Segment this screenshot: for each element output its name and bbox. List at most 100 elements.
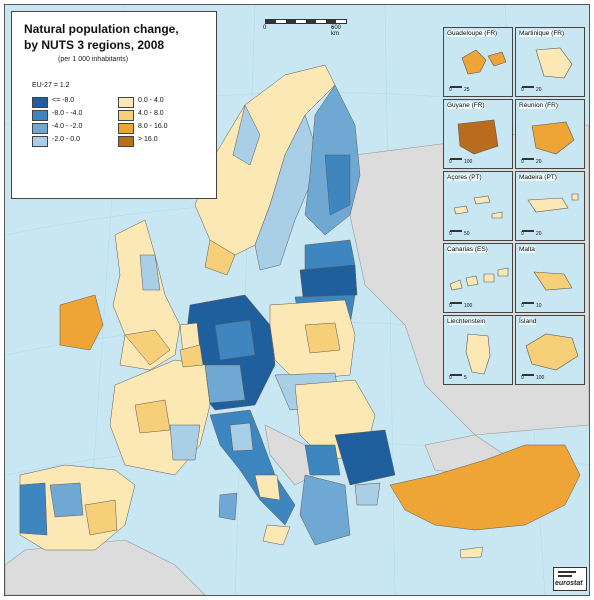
map-title-line1: Natural population change,: [24, 22, 179, 36]
inset-box: Guadeloupe (FR) 0 25: [443, 27, 513, 97]
inset-label: Réunion (FR): [519, 102, 559, 109]
legend-item: <= -8.0: [32, 96, 122, 108]
eurostat-logo-text: eurostat: [555, 580, 583, 587]
legend-item: > 16.0: [118, 135, 208, 147]
legend-label: 0.0 - 4.0: [138, 97, 164, 104]
region-southeast: [294, 379, 396, 546]
legend-item: -4.0 - -2.0: [32, 122, 122, 134]
inset-label: Açores (PT): [447, 174, 482, 181]
inset-scale-zero: 0: [521, 87, 524, 93]
inset-scale-bar: [522, 86, 534, 88]
inset-label: Liechtenstein: [447, 318, 486, 325]
map-title-line2: by NUTS 3 regions, 2008: [24, 38, 165, 52]
inset-label: Martinique (FR): [519, 30, 565, 37]
legend-swatch: [118, 136, 134, 147]
region-italy: [209, 409, 296, 546]
inset-scale-bar: [450, 86, 462, 88]
inset-map: [444, 28, 512, 96]
inset-scale-zero: 0: [521, 375, 524, 381]
region-iberia: [19, 464, 136, 551]
legend-label: 4.0 - 8.0: [138, 110, 164, 117]
inset-land: [531, 121, 575, 155]
legend-reference: EU-27 = 1.2: [32, 82, 70, 89]
inset-scale-zero: 0: [521, 303, 524, 309]
inset-map: [516, 172, 584, 240]
legend-swatch: [32, 136, 48, 147]
inset-scale-zero: 0: [449, 159, 452, 165]
inset-label: Guadeloupe (FR): [447, 30, 498, 37]
inset-scale-bar: [450, 230, 462, 232]
legend-item: 0.0 - 4.0: [118, 96, 208, 108]
inset-scale-end: 10: [536, 303, 542, 309]
inset-land: [453, 195, 503, 219]
inset-label: Canarias (ES): [447, 246, 488, 253]
inset-scale-end: 20: [536, 87, 542, 93]
region-turkey: [389, 444, 581, 531]
inset-scale-end: 25: [464, 87, 470, 93]
inset-scale-end: 20: [536, 159, 542, 165]
inset-land: [525, 333, 579, 371]
legend-swatch: [32, 97, 48, 108]
region-france: [109, 344, 211, 476]
inset-box: Liechtenstein 0 5: [443, 315, 513, 385]
inset-panel: Guadeloupe (FR) 0 25 Martinique (FR) 0 20 Guya…: [443, 27, 585, 391]
map-subtitle: (per 1 000 inhabitants): [58, 56, 129, 63]
inset-land: [527, 193, 579, 213]
map-frame: Natural population change, by NUTS 3 reg…: [4, 4, 590, 596]
inset-scale-bar: [450, 374, 462, 376]
inset-map: [444, 316, 512, 384]
inset-scale-bar: [450, 158, 462, 160]
inset-scale-end: 20: [536, 231, 542, 237]
inset-box: Madeira (PT) 0 20: [515, 171, 585, 241]
inset-map: [444, 100, 512, 168]
legend-item: 8.0 - 16.0: [118, 122, 208, 134]
inset-scale-bar: [450, 302, 462, 304]
inset-land: [461, 49, 507, 75]
inset-land: [535, 47, 573, 79]
inset-scale-end: 100: [464, 159, 473, 165]
inset-box: Guyane (FR) 0 100: [443, 99, 513, 169]
inset-scale-bar: [522, 302, 534, 304]
inset-box: Ísland 0 100: [515, 315, 585, 385]
inset-map: [444, 244, 512, 312]
legend-swatch: [118, 110, 134, 121]
inset-box: Açores (PT) 0 50: [443, 171, 513, 241]
inset-box: Canarias (ES) 0 100: [443, 243, 513, 313]
legend-label: <= -8.0: [52, 97, 75, 104]
inset-map: [516, 316, 584, 384]
inset-land: [457, 119, 499, 155]
inset-scale-end: 50: [464, 231, 470, 237]
inset-box: Martinique (FR) 0 20: [515, 27, 585, 97]
scale-start: 0: [263, 25, 267, 31]
legend-panel: Natural population change, by NUTS 3 reg…: [11, 11, 217, 199]
region-scandinavia: [194, 64, 361, 276]
inset-scale-end: 100: [464, 303, 473, 309]
inset-map: [444, 172, 512, 240]
inset-scale-bar: [522, 230, 534, 232]
legend-label: -8.0 - -4.0: [52, 110, 83, 117]
inset-scale-zero: 0: [521, 159, 524, 165]
inset-label: Malta: [519, 246, 535, 253]
legend-label: -2.0 - 0.0: [52, 136, 81, 143]
legend-swatch: [118, 123, 134, 134]
legend-label: 8.0 - 16.0: [138, 123, 168, 130]
inset-map: [516, 28, 584, 96]
legend-item: 4.0 - 8.0: [118, 109, 208, 121]
inset-land: [533, 271, 573, 291]
inset-label: Guyane (FR): [447, 102, 485, 109]
inset-scale-zero: 0: [449, 303, 452, 309]
inset-label: Madeira (PT): [519, 174, 557, 181]
legend-label: > 16.0: [138, 136, 158, 143]
inset-scale-end: 100: [536, 375, 545, 381]
region-british-isles: [59, 219, 181, 371]
legend-item: -8.0 - -4.0: [32, 109, 122, 121]
inset-scale-zero: 0: [449, 231, 452, 237]
scale-end: 600 km: [331, 25, 342, 37]
inset-scale-end: 5: [464, 375, 467, 381]
inset-map: [516, 244, 584, 312]
eurostat-logo: eurostat: [553, 567, 587, 591]
inset-land: [465, 333, 491, 375]
legend-swatch: [118, 97, 134, 108]
scale-bar: 0 600 km: [263, 15, 347, 37]
inset-scale-bar: [522, 158, 534, 160]
